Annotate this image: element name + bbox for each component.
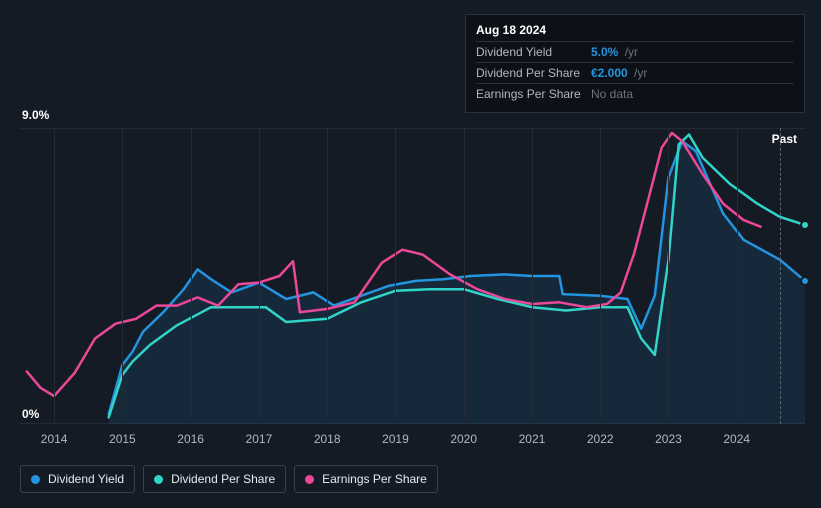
marker-line [780,128,781,424]
gridline-vertical [600,128,601,424]
legend-item-dividend_per_share[interactable]: Dividend Per Share [143,465,286,493]
plot-area[interactable] [20,128,805,424]
x-axis-label: 2017 [246,432,273,446]
tooltip-row: Dividend Per Share€2.000 /yr [476,62,794,83]
legend-label: Dividend Yield [48,472,124,486]
x-axis-label: 2019 [382,432,409,446]
x-axis-label: 2020 [450,432,477,446]
y-axis-max-label: 9.0% [22,108,49,122]
tooltip-value: 5.0% /yr [591,45,638,59]
x-axis-label: 2016 [177,432,204,446]
tooltip-value: No data [591,87,633,101]
gridline-vertical [259,128,260,424]
x-axis-label: 2024 [723,432,750,446]
gridline-vertical [122,128,123,424]
x-axis-label: 2015 [109,432,136,446]
tooltip-row: Earnings Per ShareNo data [476,83,794,104]
x-axis-label: 2018 [314,432,341,446]
series-end-dot-dividend_per_share [800,220,810,230]
gridline-vertical [532,128,533,424]
tooltip-label: Earnings Per Share [476,87,591,101]
legend-swatch [154,475,163,484]
x-axis-label: 2023 [655,432,682,446]
legend-label: Dividend Per Share [171,472,275,486]
plot-svg [20,128,805,424]
gridline-vertical [668,128,669,424]
legend: Dividend Yield Dividend Per Share Earnings… [20,465,438,493]
gridline-vertical [737,128,738,424]
tooltip-date: Aug 18 2024 [476,23,794,37]
legend-swatch [305,475,314,484]
tooltip-value: €2.000 /yr [591,66,647,80]
tooltip-unit: /yr [631,66,648,80]
series-area-dividend_yield [109,141,805,424]
series-end-dot-dividend_yield [800,276,810,286]
dividend-chart: Aug 18 2024 Dividend Yield5.0% /yrDivide… [0,0,821,508]
x-axis-label: 2014 [41,432,68,446]
legend-swatch [31,475,40,484]
legend-label: Earnings Per Share [322,472,427,486]
gridline-vertical [464,128,465,424]
gridline-vertical [54,128,55,424]
gridline-vertical [395,128,396,424]
tooltip-label: Dividend Yield [476,45,591,59]
x-axis-label: 2022 [587,432,614,446]
x-axis-labels: 2014 2015 2016 2017 2018 2019 2020 2021 2022 2023… [0,432,821,448]
x-axis-label: 2021 [519,432,546,446]
legend-item-dividend_yield[interactable]: Dividend Yield [20,465,135,493]
chart-tooltip: Aug 18 2024 Dividend Yield5.0% /yrDivide… [465,14,805,113]
legend-item-earnings_per_share[interactable]: Earnings Per Share [294,465,438,493]
gridline-vertical [327,128,328,424]
tooltip-row: Dividend Yield5.0% /yr [476,41,794,62]
tooltip-unit: /yr [621,45,638,59]
gridline-vertical [191,128,192,424]
tooltip-label: Dividend Per Share [476,66,591,80]
